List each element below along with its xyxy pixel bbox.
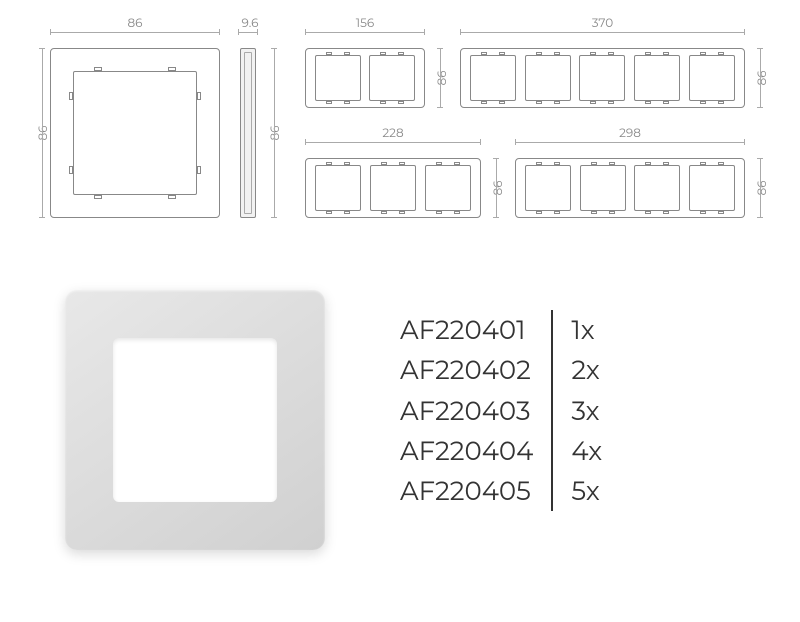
dim-gang5-height: 86 xyxy=(755,48,770,108)
tech-profile-side xyxy=(240,48,256,218)
diagram-stage: 86 86 9.6 86 156 xyxy=(30,30,770,592)
sku-code-4: AF220405 xyxy=(400,471,533,511)
sku-qty-0: 1x xyxy=(571,310,602,350)
dim-gang2-height: 86 xyxy=(435,48,450,108)
sku-code-1: AF220402 xyxy=(400,350,533,390)
sku-qty-4: 5x xyxy=(571,471,602,511)
tech-frame-gang5 xyxy=(460,48,745,108)
dim-single-depth: 9.6 xyxy=(238,16,262,31)
dim-gang3-width: 228 xyxy=(305,126,481,141)
dim-gang4-height: 86 xyxy=(755,158,770,218)
tech-frame-single xyxy=(50,48,220,218)
sku-divider xyxy=(551,310,553,511)
dim-gang5-width: 370 xyxy=(460,16,745,31)
sku-qty-1: 2x xyxy=(571,350,602,390)
dim-single-height: 86 xyxy=(36,48,51,218)
sku-code-2: AF220403 xyxy=(400,391,533,431)
dim-gang2-width: 156 xyxy=(305,16,425,31)
sku-qty-2: 3x xyxy=(571,391,602,431)
tech-frame-gang4 xyxy=(515,158,745,218)
sku-code-0: AF220401 xyxy=(400,310,533,350)
sku-code-3: AF220404 xyxy=(400,431,533,471)
tech-frame-gang2 xyxy=(305,48,425,108)
tech-frame-gang3 xyxy=(305,158,481,218)
sku-qty-col: 1x 2x 3x 4x 5x xyxy=(571,310,602,511)
sku-codes-col: AF220401 AF220402 AF220403 AF220404 AF22… xyxy=(400,310,533,511)
dim-gang3-height: 86 xyxy=(491,158,506,218)
product-render xyxy=(65,290,325,550)
sku-qty-3: 4x xyxy=(571,431,602,471)
sku-table: AF220401 AF220402 AF220403 AF220404 AF22… xyxy=(400,310,602,511)
dim-profile-height: 86 xyxy=(268,48,283,218)
dim-single-width: 86 xyxy=(50,16,220,31)
dim-gang4-width: 298 xyxy=(515,126,745,141)
